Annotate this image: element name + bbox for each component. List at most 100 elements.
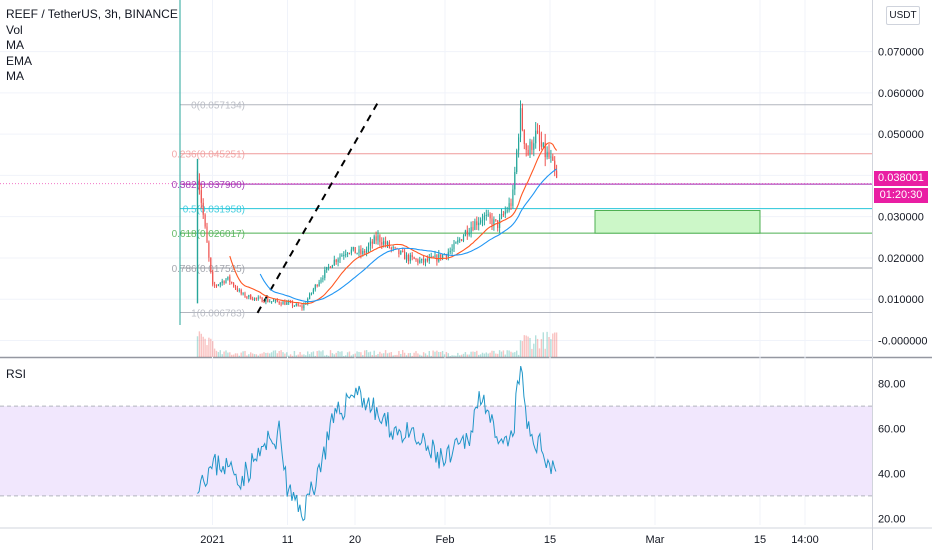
candle-body: [417, 259, 419, 263]
volume-bar: [517, 354, 520, 357]
price-tick-label: 0.020000: [878, 253, 924, 265]
volume-bar: [386, 353, 389, 357]
candle-body: [461, 239, 463, 241]
volume-bar: [424, 353, 427, 357]
volume-bar: [221, 354, 223, 357]
candle-body: [210, 257, 212, 272]
candle-body: [318, 282, 320, 286]
candle-body: [544, 142, 546, 158]
candle-body: [527, 149, 529, 155]
candle-body: [504, 211, 506, 215]
candle-body: [248, 295, 250, 298]
volume-bar: [459, 355, 461, 357]
volume-bar: [531, 348, 533, 357]
volume-bar: [542, 332, 544, 357]
candle-body: [556, 170, 558, 178]
volume-bar: [362, 355, 364, 357]
volume-bar: [314, 355, 316, 357]
candle-body: [265, 299, 267, 303]
candle-body: [290, 301, 292, 303]
trend-line: [256, 102, 379, 314]
volume-series: [196, 331, 558, 357]
candle-body: [542, 142, 544, 147]
price-tick-label: 0.060000: [878, 88, 924, 100]
candle-body: [390, 247, 392, 249]
price-tick-label: 0.010000: [878, 294, 924, 306]
candle-body: [404, 251, 406, 260]
candle-body: [419, 260, 421, 263]
candle-body: [506, 210, 508, 212]
volume-bar: [502, 350, 505, 357]
currency-button[interactable]: USDT: [886, 6, 920, 25]
volume-bar: [198, 331, 201, 357]
volume-bar: [329, 350, 332, 357]
indicator-ma-2[interactable]: MA: [6, 69, 24, 83]
volume-bar: [375, 355, 377, 357]
rsi-indicator-label[interactable]: RSI: [6, 367, 27, 381]
candle-body: [366, 249, 368, 253]
candle-body: [269, 301, 271, 303]
volume-bar: [231, 354, 233, 357]
candle-body: [400, 250, 402, 255]
volume-bar: [371, 355, 373, 357]
price-tick-label: -0.000000: [878, 335, 928, 347]
candle-body: [198, 179, 200, 191]
fib-level-label: 0.382(0.037900): [172, 180, 245, 191]
volume-bar: [364, 350, 366, 357]
symbol-title[interactable]: REEF / TetherUS, 3h, BINANCE: [6, 7, 178, 21]
volume-bar: [523, 335, 525, 357]
time-tick-label: Feb: [436, 534, 455, 546]
volume-bar: [460, 354, 463, 357]
volume-bar: [322, 350, 324, 357]
volume-bar: [550, 339, 552, 357]
volume-bar: [457, 352, 459, 357]
candle-body: [206, 226, 208, 243]
volume-bar: [394, 354, 396, 357]
candle-body: [356, 253, 358, 255]
volume-bar: [478, 354, 480, 357]
volume-bar: [354, 353, 356, 357]
volume-bar: [369, 351, 372, 357]
indicator-ma[interactable]: MA: [6, 38, 24, 52]
volume-bar: [299, 352, 301, 357]
volume-bar: [360, 352, 362, 357]
volume-bar: [379, 351, 381, 357]
volume-bar: [310, 352, 313, 357]
candle-body: [221, 281, 223, 283]
candle-body: [449, 250, 451, 253]
volume-bar: [403, 352, 406, 357]
volume-bar: [293, 350, 296, 357]
candle-body: [531, 141, 533, 150]
candle-body: [316, 285, 318, 287]
volume-bar: [436, 350, 438, 357]
volume-bar: [270, 352, 273, 357]
indicator-vol[interactable]: Vol: [6, 22, 23, 37]
volume-bar: [440, 351, 442, 357]
candle-body: [487, 214, 489, 216]
fib-level-label: 1(0.006783): [191, 309, 245, 320]
volume-bar: [421, 355, 423, 357]
candle-body: [453, 243, 455, 249]
volume-bar: [276, 353, 278, 357]
candle-body: [293, 305, 295, 307]
indicator-ema[interactable]: EMA: [6, 53, 33, 68]
candle-body: [341, 255, 343, 257]
volume-bar: [215, 350, 218, 357]
volume-bar: [333, 354, 335, 357]
volume-bar: [540, 339, 543, 357]
candle-body: [212, 271, 214, 285]
volume-bar: [257, 355, 259, 357]
candle-body: [502, 214, 504, 216]
volume-bar: [212, 341, 214, 357]
volume-bar: [227, 352, 229, 357]
candle-body: [329, 266, 332, 269]
candle-body: [301, 305, 303, 309]
candle-body: [328, 266, 330, 268]
candle-body: [470, 227, 472, 233]
candle-body: [381, 242, 383, 245]
candle-body: [369, 241, 371, 246]
volume-bar: [432, 350, 434, 357]
candle-body: [278, 301, 280, 304]
candle-body: [398, 248, 400, 255]
volume-bar: [217, 352, 220, 357]
